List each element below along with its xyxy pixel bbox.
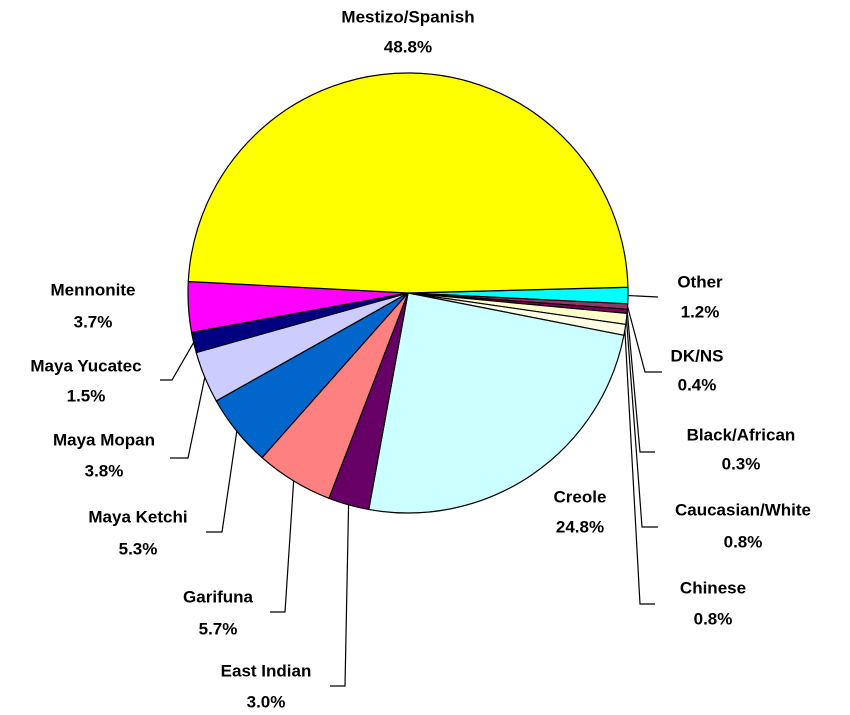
slice-value-label: 48.8% xyxy=(384,37,432,56)
slice-value-label: 0.4% xyxy=(678,375,717,394)
pie-slice xyxy=(187,72,629,294)
slice-label: Black/African xyxy=(687,425,796,444)
pie-slice xyxy=(368,292,625,514)
slice-value-label: 1.2% xyxy=(681,302,720,321)
leader-line xyxy=(627,294,659,298)
leader-line xyxy=(170,377,206,459)
slice-label: Maya Mopan xyxy=(53,430,155,449)
slice-value-label: 0.8% xyxy=(724,532,763,551)
slice-value-label: 5.3% xyxy=(119,539,158,558)
leader-line xyxy=(160,342,195,381)
slice-label: DK/NS xyxy=(671,346,724,365)
slice-value-label: 3.8% xyxy=(85,461,124,480)
slice-label: East Indian xyxy=(221,661,312,680)
slice-label: Mennonite xyxy=(51,280,136,299)
slice-label: Mestizo/Spanish xyxy=(341,7,474,26)
leader-line xyxy=(330,504,350,687)
slice-label: Creole xyxy=(554,487,607,506)
slice-label: Other xyxy=(677,272,723,291)
slice-value-label: 1.5% xyxy=(67,386,106,405)
slice-value-label: 0.8% xyxy=(694,609,733,628)
leader-line xyxy=(206,431,238,533)
slice-value-label: 24.8% xyxy=(556,517,604,536)
leader-line xyxy=(627,306,662,373)
slice-label: Caucasian/White xyxy=(675,500,811,519)
slice-value-label: 0.3% xyxy=(722,454,761,473)
leader-line xyxy=(625,318,658,528)
leader-line xyxy=(270,480,295,613)
slice-label: Garifuna xyxy=(183,587,253,606)
slice-label: Maya Yucatec xyxy=(30,356,141,375)
slice-value-label: 3.7% xyxy=(74,312,113,331)
leader-line xyxy=(626,311,655,453)
slice-label: Chinese xyxy=(680,578,746,597)
slice-value-label: 3.0% xyxy=(247,692,286,711)
slice-label: Maya Ketchi xyxy=(88,507,187,526)
leader-line xyxy=(624,329,655,605)
slice-value-label: 5.7% xyxy=(199,619,238,638)
